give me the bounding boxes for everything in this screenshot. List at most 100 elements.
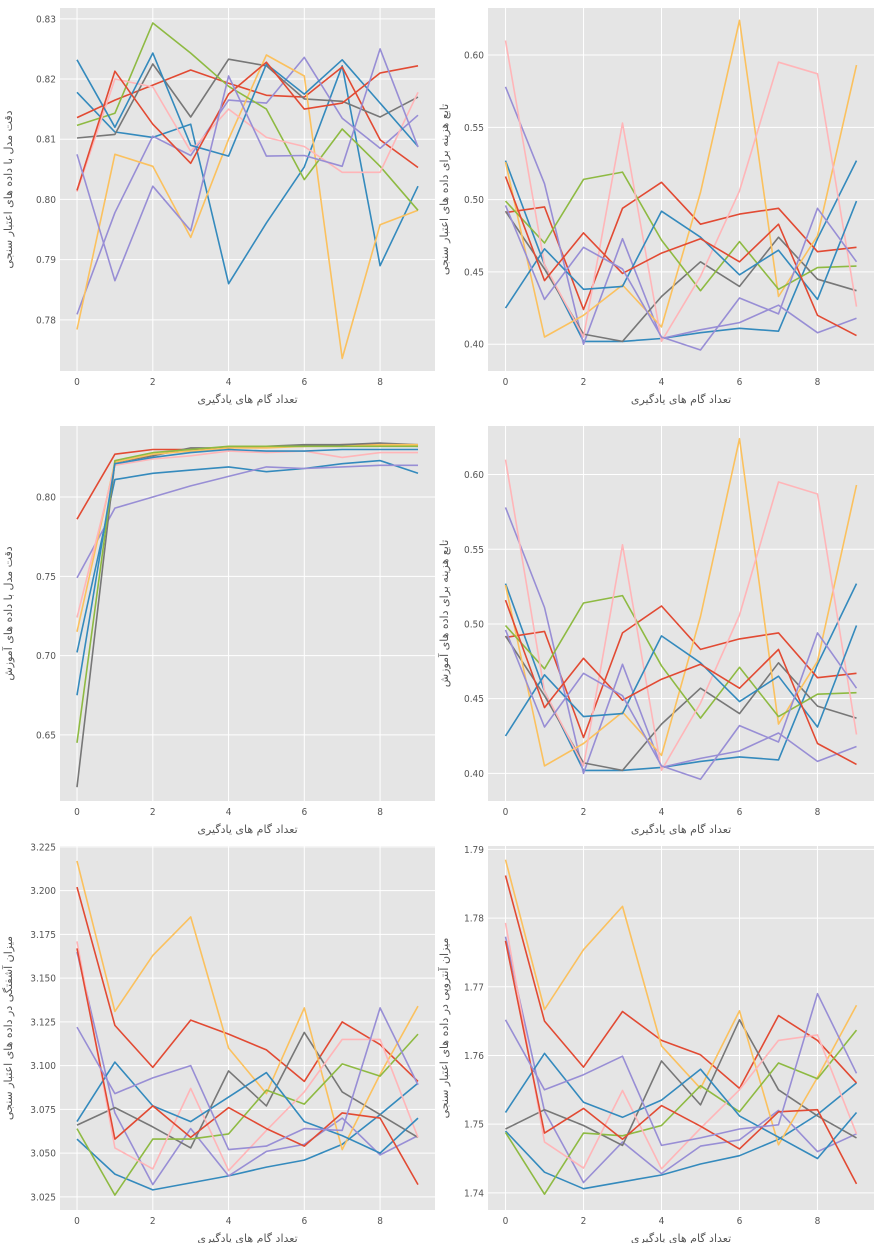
series-line [76, 61, 419, 191]
series-line [504, 599, 857, 766]
x-tick-label: 0 [503, 377, 509, 388]
y-tick-label: 0.55 [464, 545, 484, 556]
series-line [504, 200, 858, 309]
series-line [504, 922, 858, 1170]
series-line [76, 886, 419, 1083]
series-line [76, 52, 419, 157]
x-axis-label: تعداد گام های یادگیری [631, 1232, 731, 1243]
chart-training-loss: 0 2 4 6 8 0.40 0.45 0.50 0.55 0.60 تعداد گام های ی… [437, 415, 879, 836]
series-line [505, 1019, 857, 1147]
x-tick-label: 6 [301, 807, 307, 818]
x-tick-labels: 0 2 4 6 8 [74, 807, 383, 818]
series-line [76, 450, 418, 618]
y-tick-label: 0.82 [36, 75, 56, 86]
y-tick-label: 3.200 [30, 886, 56, 897]
y-tick-label: 3.150 [30, 974, 56, 985]
series-line [76, 948, 419, 1185]
y-tick-label: 1.77 [464, 982, 484, 993]
series-line [504, 176, 857, 337]
x-axis-label: تعداد گام های یادگیری [197, 823, 297, 836]
x-axis-label: تعداد گام های یادگیری [631, 393, 731, 406]
series-line [504, 625, 858, 737]
series-line [504, 1052, 858, 1160]
y-tick-label: 0.45 [464, 267, 484, 278]
x-tick-label: 0 [74, 1216, 80, 1227]
series-line [504, 629, 858, 781]
x-tick-labels: 0 2 4 6 8 [503, 807, 821, 818]
y-tick-label: 3.125 [30, 1017, 56, 1028]
x-tick-label: 4 [226, 1216, 232, 1227]
y-tick-label: 1.79 [464, 845, 484, 856]
x-tick-label: 0 [74, 377, 80, 388]
x-tick-label: 6 [301, 1216, 307, 1227]
series-line [504, 86, 857, 346]
y-axis-label: میزان آشفتگی در داده های اعتبار سنجی [1, 936, 15, 1120]
y-tick-label: 0.83 [36, 14, 56, 25]
x-tick-label: 2 [150, 1216, 156, 1227]
y-tick-label: 3.100 [30, 1061, 56, 1072]
y-tick-label: 1.75 [464, 1120, 484, 1131]
series-lines [504, 19, 858, 351]
x-tick-label: 0 [503, 1216, 509, 1227]
plot-area [60, 8, 435, 371]
y-tick-label: 0.55 [464, 123, 484, 134]
series-line [76, 445, 418, 743]
x-tick-label: 0 [503, 807, 509, 818]
series-line [76, 66, 419, 169]
series-line [76, 951, 419, 1186]
x-tick-label: 8 [815, 807, 821, 818]
y-tick-label: 1.76 [464, 1051, 484, 1062]
y-tick-label: 0.78 [36, 315, 56, 326]
x-tick-label: 2 [581, 1216, 587, 1227]
y-tick-labels: 0.65 0.70 0.75 0.80 [36, 493, 56, 742]
plot-area [488, 8, 874, 371]
series-line [504, 507, 857, 775]
y-tick-label: 3.050 [30, 1149, 56, 1160]
x-tick-label: 2 [581, 807, 587, 818]
y-axis-label: تابع هزینه برای داده های اعتبار سنجی [438, 104, 451, 275]
series-line [504, 437, 858, 767]
x-tick-label: 0 [74, 807, 80, 818]
y-tick-label: 3.225 [30, 842, 56, 853]
y-tick-label: 0.40 [464, 769, 484, 780]
x-tick-label: 4 [659, 1216, 665, 1227]
y-tick-labels: 3.025 3.050 3.075 3.100 3.125 3.150 3.175 3.200… [30, 842, 56, 1203]
series-line [76, 78, 419, 192]
series-line [504, 40, 858, 343]
series-line [76, 941, 419, 1172]
series-line [504, 594, 857, 719]
x-axis-label: تعداد گام های یادگیری [197, 1232, 297, 1243]
plot-area [60, 426, 435, 801]
x-tick-label: 2 [150, 377, 156, 388]
y-tick-labels: 1.74 1.75 1.76 1.77 1.78 1.79 [464, 845, 484, 1199]
chart-svg: 0 2 4 6 8 3.025 3.050 3.075 3.100 3.125 3.150 3.175… [1, 842, 435, 1243]
x-tick-label: 8 [815, 377, 821, 388]
series-line [504, 940, 858, 1185]
series-line [76, 1082, 419, 1191]
y-tick-label: 0.80 [36, 493, 56, 504]
y-tick-label: 1.78 [464, 914, 484, 925]
chart-validation-perplexity: 0 2 4 6 8 3.025 3.050 3.075 3.100 3.125 3.150 3.175… [0, 830, 440, 1243]
series-lines [76, 442, 419, 788]
y-tick-label: 0.45 [464, 694, 484, 705]
y-tick-label: 3.075 [30, 1105, 56, 1116]
x-tick-labels: 0 2 4 6 8 [503, 1216, 821, 1227]
y-tick-label: 0.70 [36, 651, 56, 662]
series-line [504, 936, 857, 1184]
x-tick-labels: 0 2 4 6 8 [503, 377, 821, 388]
series-line [76, 448, 418, 696]
y-axis-label: تابع هزینه برای داده های آموزش [437, 540, 451, 688]
series-line [76, 459, 419, 653]
series-lines [504, 437, 858, 781]
y-axis-label: دقت مدل با داده های آموزش [1, 546, 15, 680]
y-tick-label: 0.65 [36, 730, 56, 741]
x-tick-label: 8 [815, 1216, 821, 1227]
y-tick-label: 0.81 [36, 135, 56, 146]
chart-svg: 0 2 4 6 8 0.78 0.79 0.80 0.81 0.82 0.83 تعداد گام ه… [2, 8, 435, 406]
y-tick-labels: 0.78 0.79 0.80 0.81 0.82 0.83 [36, 14, 56, 326]
y-tick-label: 0.60 [464, 51, 484, 62]
y-tick-label: 0.79 [36, 255, 56, 266]
x-tick-label: 8 [377, 377, 383, 388]
x-tick-label: 6 [737, 807, 743, 818]
series-line [504, 875, 858, 1090]
